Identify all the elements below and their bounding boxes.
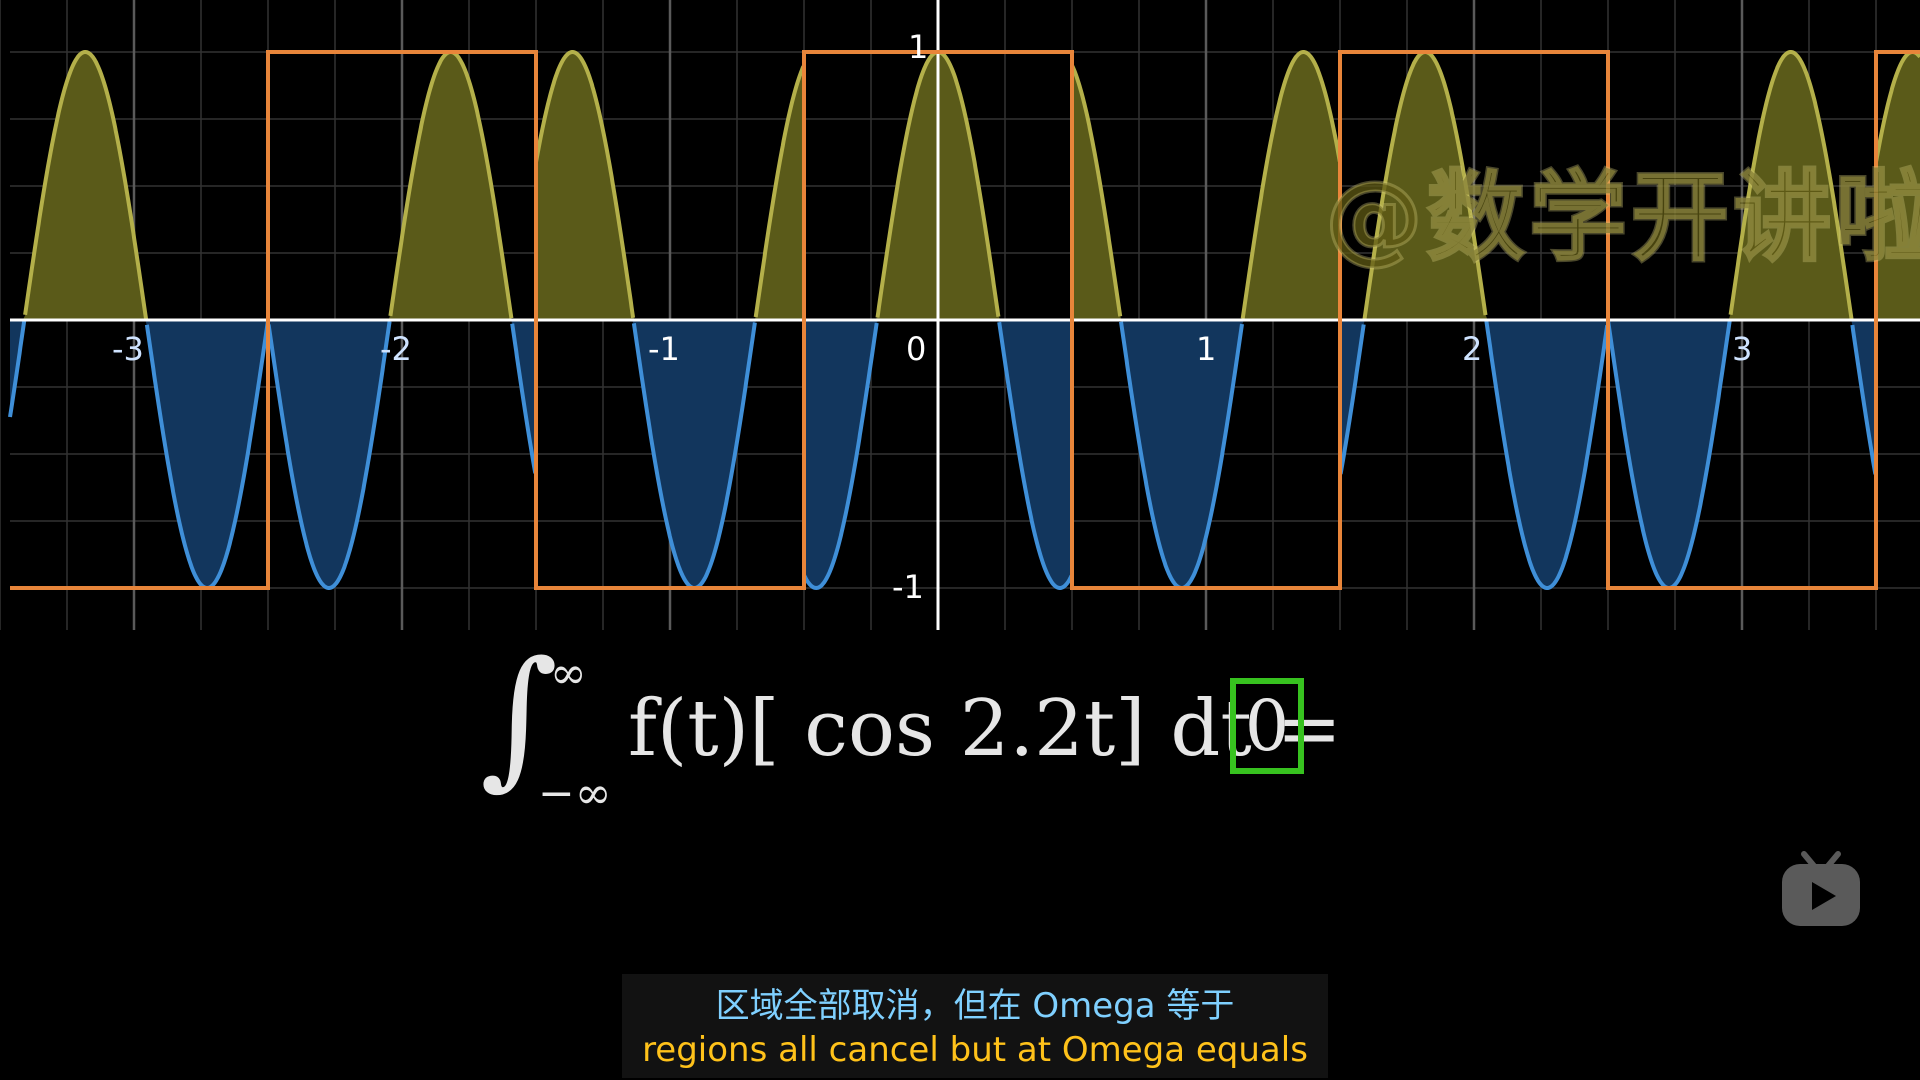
positive-area (536, 52, 804, 320)
tv-play-icon (1782, 851, 1860, 926)
negative-area (1072, 320, 1340, 588)
x-tick-label: 2 (1462, 330, 1483, 368)
negative-area (10, 320, 268, 588)
subtitle-english: regions all cancel but at Omega equals (642, 1030, 1308, 1070)
negative-area (1340, 320, 1608, 588)
subtitle-box: 区域全部取消，但在 Omega 等于 regions all cancel bu… (622, 974, 1328, 1078)
positive-area (1876, 52, 1920, 320)
x-tick-label: -2 (380, 330, 412, 368)
negative-area (536, 320, 804, 588)
integral-sign: ∫ (480, 630, 559, 804)
positive-area (1340, 52, 1608, 320)
subtitle-chinese: 区域全部取消，但在 Omega 等于 (715, 986, 1235, 1026)
function-graph (0, 0, 1920, 630)
integral-formula: ∫ ∞ −∞ f(t)[ cos 2.2t] dt = (480, 642, 1342, 820)
x-tick-label: 1 (1196, 330, 1217, 368)
negative-area (268, 320, 536, 588)
positive-area (10, 52, 268, 320)
x-tick-label: 0 (906, 330, 927, 368)
positive-area (268, 52, 536, 320)
integral-expression: f(t)[ cos 2.2t] dt = (628, 684, 1342, 774)
lower-limit: −∞ (538, 768, 612, 819)
area-fills (10, 52, 1920, 588)
channel-watermark: @数学开讲啦 (1323, 160, 1920, 277)
y-tick-label: 1 (908, 28, 929, 66)
negative-area (1608, 320, 1876, 588)
square-wave (10, 50, 1920, 590)
y-tick-label: -1 (892, 568, 924, 606)
x-tick-label: -1 (648, 330, 680, 368)
x-tick-label: 3 (1732, 330, 1753, 368)
positive-area (1072, 52, 1340, 320)
x-tick-label: -3 (112, 330, 144, 368)
negative-area (804, 320, 1072, 588)
positive-area (1608, 52, 1876, 320)
result-highlight-box: 0 (1230, 678, 1304, 774)
upper-limit: ∞ (550, 648, 587, 699)
